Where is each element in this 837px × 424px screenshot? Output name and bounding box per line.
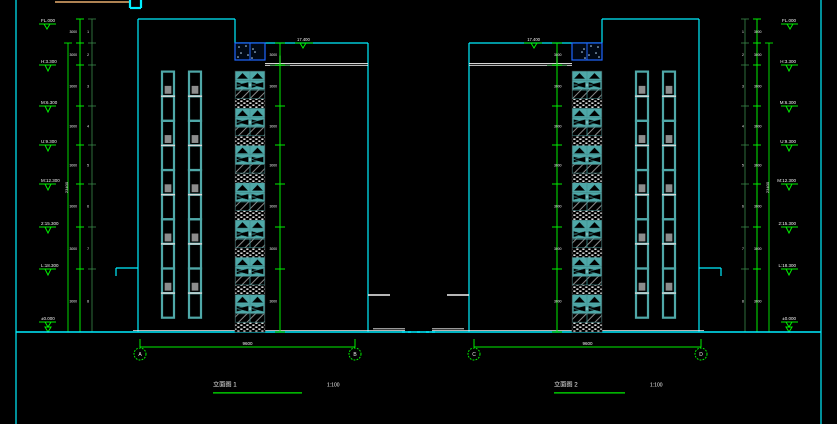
svg-text:3000: 3000 [269, 300, 277, 304]
svg-text:6: 6 [742, 205, 744, 209]
svg-text:3000: 3000 [69, 53, 77, 57]
svg-text:3000: 3000 [69, 205, 77, 209]
svg-text:3000: 3000 [269, 85, 277, 89]
svg-text:3000: 3000 [754, 300, 762, 304]
svg-text:9600: 9600 [582, 341, 593, 346]
svg-text:3000: 3000 [69, 300, 77, 304]
svg-text:8: 8 [742, 300, 744, 304]
svg-text:23400: 23400 [64, 181, 69, 193]
svg-text:4: 4 [87, 125, 89, 129]
svg-text:2: 2 [742, 53, 744, 57]
svg-text:M:12.300: M:12.300 [777, 178, 796, 183]
svg-text:3000: 3000 [554, 85, 562, 89]
svg-text:3000: 3000 [269, 247, 277, 251]
svg-text:H:3.300: H:3.300 [780, 59, 796, 64]
svg-text:FL.000: FL.000 [41, 18, 56, 23]
svg-text:M:6.300: M:6.300 [41, 100, 58, 105]
svg-text:D: D [699, 352, 703, 358]
svg-text:3000: 3000 [754, 85, 762, 89]
svg-text:1:100: 1:100 [650, 383, 663, 389]
svg-text:M:6.300: M:6.300 [780, 100, 797, 105]
svg-text:4: 4 [742, 125, 744, 129]
svg-text:3000: 3000 [269, 205, 277, 209]
svg-text:8: 8 [87, 300, 89, 304]
svg-text:6: 6 [87, 205, 89, 209]
svg-text:3000: 3000 [554, 125, 562, 129]
svg-text:H:3.300: H:3.300 [41, 59, 57, 64]
svg-text:3000: 3000 [69, 164, 77, 168]
svg-text:M:12.300: M:12.300 [41, 178, 60, 183]
svg-text:3: 3 [87, 85, 89, 89]
svg-text:23400: 23400 [765, 181, 770, 193]
svg-text:2: 2 [87, 53, 89, 57]
svg-text:3000: 3000 [754, 205, 762, 209]
svg-text:9600: 9600 [242, 341, 253, 346]
svg-text:1: 1 [87, 30, 89, 34]
svg-text:3000: 3000 [69, 125, 77, 129]
svg-text:3000: 3000 [69, 247, 77, 251]
svg-text:3000: 3000 [554, 205, 562, 209]
svg-text:3000: 3000 [754, 247, 762, 251]
svg-text:3000: 3000 [269, 164, 277, 168]
svg-text:3000: 3000 [754, 125, 762, 129]
svg-text:3: 3 [742, 85, 744, 89]
svg-text:3000: 3000 [754, 30, 762, 34]
svg-text:立面图 1: 立面图 1 [213, 381, 237, 389]
svg-text:3000: 3000 [554, 300, 562, 304]
svg-text:7: 7 [87, 247, 89, 251]
svg-text:1: 1 [742, 30, 744, 34]
svg-text:17.400: 17.400 [297, 37, 310, 42]
svg-text:1:100: 1:100 [327, 383, 340, 389]
svg-text:±0.000: ±0.000 [782, 316, 796, 321]
svg-text:2:15.300: 2:15.300 [778, 221, 796, 226]
svg-text:3000: 3000 [69, 30, 77, 34]
svg-text:3000: 3000 [754, 164, 762, 168]
svg-text:17.400: 17.400 [527, 37, 540, 42]
svg-text:C: C [472, 352, 476, 358]
svg-text:3000: 3000 [554, 53, 562, 57]
svg-text:U:9.300: U:9.300 [41, 139, 57, 144]
svg-text:5: 5 [742, 164, 744, 168]
svg-text:FL.000: FL.000 [782, 18, 797, 23]
svg-text:7: 7 [742, 247, 744, 251]
svg-text:3000: 3000 [269, 53, 277, 57]
svg-text:3000: 3000 [554, 247, 562, 251]
svg-text:立面图 2: 立面图 2 [554, 381, 578, 389]
svg-text:2:15.300: 2:15.300 [41, 221, 59, 226]
svg-text:5: 5 [87, 164, 89, 168]
svg-text:3000: 3000 [69, 85, 77, 89]
svg-text:3000: 3000 [754, 53, 762, 57]
svg-text:±0.000: ±0.000 [41, 316, 55, 321]
svg-text:U:9.300: U:9.300 [780, 139, 796, 144]
svg-text:3000: 3000 [554, 164, 562, 168]
svg-text:L:18.300: L:18.300 [41, 263, 59, 268]
svg-text:L:18.300: L:18.300 [778, 263, 796, 268]
svg-text:3000: 3000 [269, 125, 277, 129]
